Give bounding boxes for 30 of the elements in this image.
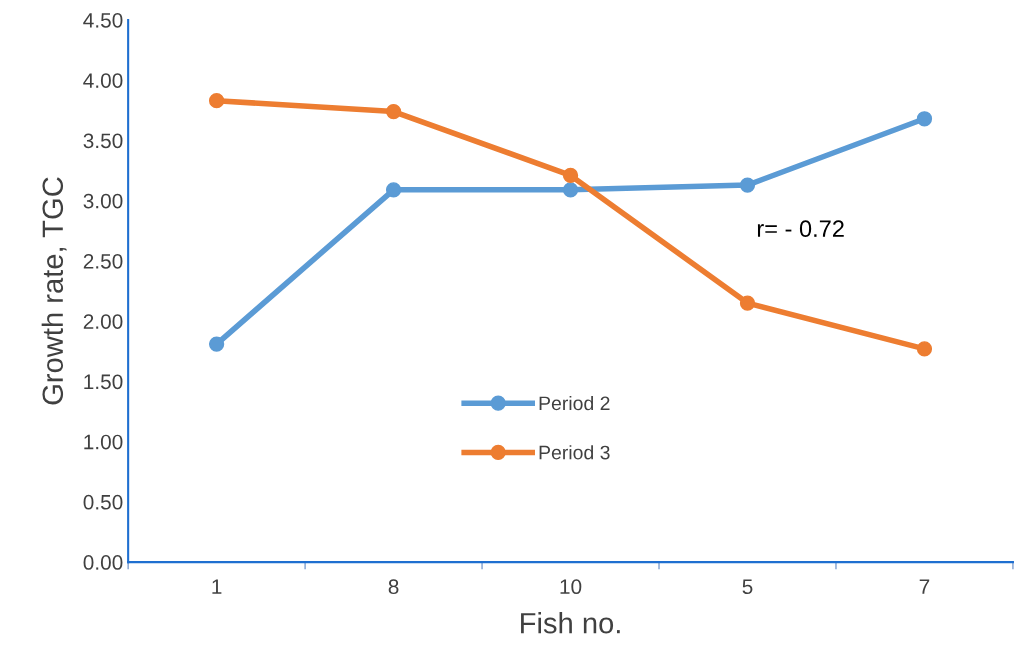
y-tick-label: 0.50 (83, 494, 123, 510)
y-tick-label: 0.00 (83, 555, 123, 570)
point (916, 341, 933, 357)
y-tick-label: 3.00 (83, 193, 123, 209)
y-axis-title: Growth rate, TGC (41, 177, 67, 405)
point (208, 93, 225, 109)
y-tick-label: 2.00 (83, 314, 123, 329)
x-tick-label: 7 (919, 579, 930, 594)
x-tick-label: 8 (388, 579, 399, 595)
y-tick-label: 4.00 (83, 73, 123, 88)
x-tick-label: 10 (560, 579, 582, 595)
point (208, 336, 225, 352)
x-tick-label: 1 (212, 579, 222, 594)
y-tick-label: 3.50 (83, 133, 123, 149)
y-tick-label: 2.50 (83, 253, 123, 269)
y-tick-label: 4.50 (83, 12, 123, 28)
point (562, 167, 579, 184)
point (916, 111, 933, 127)
point (562, 182, 579, 198)
x-axis-title: Fish no. (521, 612, 620, 634)
point (739, 177, 756, 193)
point (739, 295, 756, 311)
legend-label: Period 2 (539, 395, 610, 411)
x-tick-label: 5 (742, 579, 753, 595)
point (385, 103, 402, 120)
legend-label: Period 3 (539, 445, 610, 460)
annotation: r= - 0.72 (757, 220, 844, 238)
y-tick-label: 1.50 (84, 374, 123, 390)
y-tick-label: 1.00 (84, 434, 123, 450)
point (385, 182, 402, 198)
